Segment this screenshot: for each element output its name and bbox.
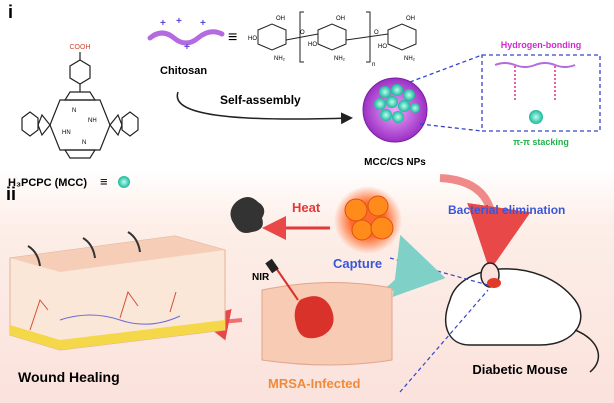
substituent: COOH: [70, 44, 91, 51]
ring-label: N: [72, 108, 76, 114]
atom-label: HO: [378, 44, 387, 50]
ring-label: HN: [62, 130, 71, 136]
assembly-label: Self-assembly: [220, 93, 301, 107]
interaction-label: Hydrogen-bonding: [501, 40, 582, 50]
mouse: [445, 262, 600, 373]
nir-label: NIR: [252, 272, 270, 283]
wound-label: Wound Healing: [18, 369, 120, 385]
mouse-label: Diabetic Mouse: [472, 362, 567, 377]
dead-bacteria: [230, 197, 265, 233]
mcc-cluster: [374, 84, 420, 123]
svg-text:+: +: [184, 42, 190, 53]
atom-label: NH₂: [404, 56, 416, 62]
nir-beam: [275, 267, 299, 301]
atom-label: OH: [406, 16, 415, 22]
atom-label: NH₂: [274, 56, 286, 62]
section-label: i: [8, 2, 13, 22]
section-label: ii: [6, 184, 16, 204]
heat-label: Heat: [292, 200, 321, 215]
atom-label: OH: [276, 16, 285, 22]
capture-label: Capture: [333, 256, 382, 271]
captured-bacteria: [344, 195, 394, 241]
svg-text:+: +: [200, 18, 206, 29]
assembly-arrow: [176, 91, 353, 125]
porphyrin-structure: [21, 52, 139, 159]
infection: [294, 296, 334, 339]
svg-text:+: +: [160, 18, 166, 29]
atom-label: NH₂: [334, 56, 346, 62]
mcc-icon: [529, 110, 543, 124]
charges: + + + +: [160, 16, 206, 53]
chitosan-name: Chitosan: [160, 65, 207, 77]
atom-label: O: [300, 30, 305, 36]
glow: [334, 186, 402, 254]
porphyrin-name: H₃PCPC (MCC): [8, 177, 87, 189]
atom-label: O: [374, 30, 379, 36]
interaction-label: π-π stacking: [513, 137, 569, 147]
atom-label: OH: [336, 16, 345, 22]
equiv: ≡: [228, 29, 237, 46]
equiv: ≡: [100, 174, 108, 189]
elimination-arrow: [439, 174, 531, 271]
interaction-detail: [494, 62, 576, 100]
nanoparticle-name: MCC/CS NPs: [364, 157, 426, 168]
atom-label: HO: [308, 42, 317, 48]
ring-label: N: [82, 140, 86, 146]
zoom-box: [409, 54, 601, 132]
wound-site: [487, 278, 501, 288]
elimination-label: Bacterial elimination: [448, 203, 565, 217]
infected-label: MRSA-Infected: [268, 376, 361, 391]
svg-text:+: +: [176, 16, 182, 27]
atom-label: n: [372, 62, 375, 68]
chitosan-structure: [257, 11, 417, 63]
healed-skin: [9, 231, 226, 351]
mcc-icon: [118, 176, 130, 188]
laser: [265, 258, 279, 274]
atom-label: HO: [248, 36, 257, 42]
chitosan-chain: [147, 29, 225, 46]
ring-label: NH: [88, 118, 97, 124]
